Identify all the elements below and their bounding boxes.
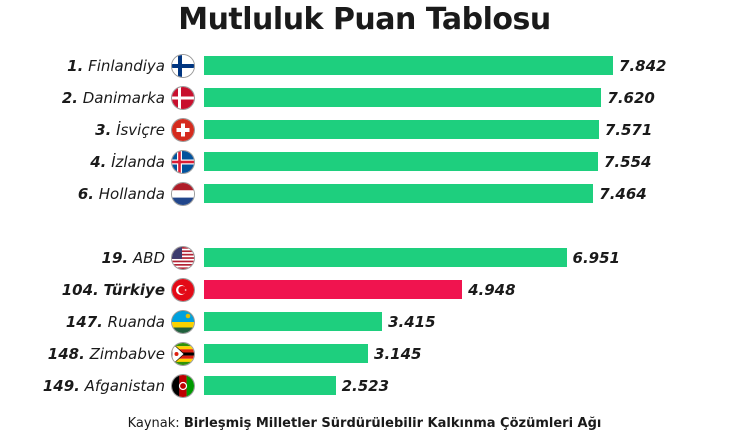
source-name: Birleşmiş Milletler Sürdürülebilir Kalkı… <box>183 416 602 431</box>
bar <box>204 312 383 331</box>
rank-label: 6. <box>77 185 94 203</box>
bar <box>204 120 599 139</box>
bar-row: 6. Hollanda 7.464 <box>0 178 729 210</box>
country-label: 19. ABD <box>102 242 165 274</box>
country-name: İzlanda <box>111 153 165 171</box>
rank-label: 147. <box>65 313 103 331</box>
rank-label: 19. <box>101 249 129 267</box>
bar <box>204 56 613 75</box>
bar <box>204 344 369 363</box>
country-name: Hollanda <box>98 185 165 203</box>
bar-row: 147. Ruanda 3.415 <box>0 306 729 338</box>
value-label: 4.948 <box>468 281 516 299</box>
bar <box>204 376 336 395</box>
source-label: Kaynak: <box>127 416 180 431</box>
country-label: 3. İsviçre <box>95 114 165 146</box>
denmark-flag-icon <box>172 87 194 109</box>
country-label: 1. Finlandiya <box>67 50 165 82</box>
chart-title: Mutluluk Puan Tablosu <box>178 2 551 37</box>
bar-row: 1. Finlandiya 7.842 <box>0 50 729 82</box>
rank-label: 149. <box>42 377 80 395</box>
country-name: Zimbabve <box>89 345 165 363</box>
rwanda-flag-icon <box>172 311 194 333</box>
iceland-flag-icon <box>172 151 194 173</box>
zimbabwe-flag-icon <box>172 343 194 365</box>
country-name: Afganistan <box>84 377 165 395</box>
rank-label: 104. <box>61 281 99 299</box>
rank-label: 4. <box>90 153 107 171</box>
country-name: İsviçre <box>116 121 165 139</box>
bar-row: 4. İzlanda 7.554 <box>0 146 729 178</box>
country-label: 148. Zimbabve <box>48 338 165 370</box>
afghanistan-flag-icon <box>172 375 194 397</box>
bar <box>204 184 594 203</box>
country-label: 2. Danimarka <box>62 82 165 114</box>
bar-row: 149. Afganistan 2.523 <box>0 370 729 402</box>
bar <box>204 280 463 299</box>
country-label: 104. Türkiye <box>62 274 165 306</box>
value-label: 3.145 <box>374 345 422 363</box>
country-name: Türkiye <box>103 281 165 299</box>
value-label: 7.571 <box>604 121 653 139</box>
bar-row: 104. Türkiye 4.948 <box>0 274 729 306</box>
rank-label: 3. <box>95 121 112 139</box>
bar-row: 3. İsviçre 7.571 <box>0 114 729 146</box>
country-label: 149. Afganistan <box>43 370 165 402</box>
finland-flag-icon <box>172 55 194 77</box>
country-name: ABD <box>132 249 165 267</box>
country-name: Danimarka <box>82 89 165 107</box>
bar-row: 148. Zimbabve 3.145 <box>0 338 729 370</box>
bar <box>204 248 567 267</box>
bar <box>204 88 602 107</box>
netherlands-flag-icon <box>172 183 194 205</box>
usa-flag-icon <box>172 247 194 269</box>
country-label: 147. Ruanda <box>66 306 165 338</box>
rank-label: 148. <box>47 345 85 363</box>
bar-row: 19. ABD 6.951 <box>0 242 729 274</box>
turkey-flag-icon <box>172 279 194 301</box>
country-label: 4. İzlanda <box>90 146 165 178</box>
value-label: 2.523 <box>341 377 390 395</box>
value-label: 7.554 <box>603 153 652 171</box>
bar-row: 2. Danimarka 7.620 <box>0 82 729 114</box>
source-note: Kaynak: Birleşmiş Milletler Sürdürülebil… <box>0 416 729 431</box>
value-label: 7.842 <box>619 57 667 75</box>
bar <box>204 152 598 171</box>
country-name: Finlandiya <box>88 57 165 75</box>
country-name: Ruanda <box>107 313 165 331</box>
value-label: 3.415 <box>388 313 436 331</box>
value-label: 7.464 <box>599 185 647 203</box>
country-label: 6. Hollanda <box>78 178 165 210</box>
rank-label: 1. <box>67 57 84 75</box>
value-label: 7.620 <box>607 89 655 107</box>
switzerland-flag-icon <box>172 119 194 141</box>
value-label: 6.951 <box>572 249 620 267</box>
rank-label: 2. <box>61 89 78 107</box>
